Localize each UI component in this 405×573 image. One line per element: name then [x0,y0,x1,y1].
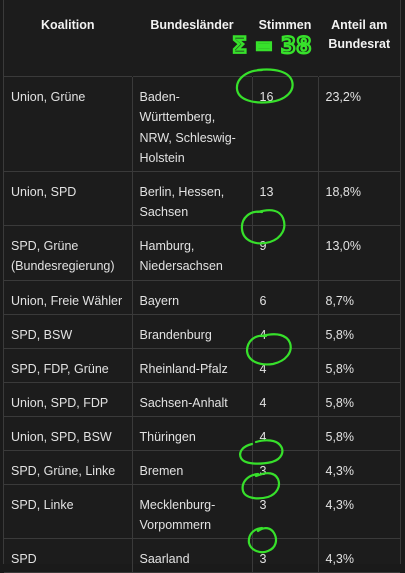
cell-bundeslaender: Berlin, Hessen, Sachsen [131,171,252,226]
cell-anteil: 5,8% [317,348,400,383]
cell-bundeslaender: Thüringen [131,416,252,451]
cell-stimmen: 9 [251,225,318,281]
header-bundeslaender[interactable]: Bundesländer [131,0,252,77]
cell-stimmen: 16 [251,76,318,172]
cell-koalition: Union, SPD, BSW [4,416,132,451]
cell-anteil: 5,8% [317,314,400,349]
cell-bundeslaender: Saarland [131,538,252,573]
cell-anteil: 23,2% [317,76,400,172]
cell-bundeslaender: Sachsen-Anhalt [131,382,252,417]
cell-anteil: 13,0% [317,225,400,281]
cell-stimmen: 4 [251,314,318,349]
header-anteil[interactable]: Anteil am Bundesrat [317,0,400,77]
bundesrat-table: Koalition Bundesländer Stimmen Anteil am… [4,0,400,573]
cell-koalition: SPD, Linke [4,484,132,539]
cell-stimmen: 4 [251,348,318,383]
cell-bundeslaender: Hamburg, Niedersachsen [131,225,252,281]
cell-anteil: 4,3% [317,484,400,539]
cell-koalition: Union, SPD, FDP [4,382,132,417]
table-row: SPD, Linke Mecklenburg-Vorpommern 3 4,3% [4,484,400,539]
cell-stimmen: 6 [251,280,318,315]
cell-koalition: SPD, BSW [4,314,132,349]
table-row: SPD, Grüne, Linke Bremen 3 4,3% [4,450,400,485]
cell-stimmen: 13 [251,171,318,226]
cell-anteil: 4,3% [317,450,400,485]
cell-koalition: SPD [4,538,132,573]
header-koalition[interactable]: Koalition [4,0,132,77]
table-row: Union, SPD, BSW Thüringen 4 5,8% [4,416,400,451]
cell-koalition: Union, Grüne [4,76,132,172]
cell-koalition: Union, Freie Wähler [4,280,132,315]
cell-stimmen: 3 [251,484,318,539]
table-row: SPD, FDP, Grüne Rheinland-Pfalz 4 5,8% [4,348,400,383]
cell-anteil: 5,8% [317,382,400,417]
cell-anteil: 18,8% [317,171,400,226]
table-row: Union, Freie Wähler Bayern 6 8,7% [4,280,400,315]
table-header: Koalition Bundesländer Stimmen Anteil am… [4,0,400,77]
table-row: Union, Grüne Baden-Württemberg, NRW, Sch… [4,76,400,172]
cell-bundeslaender: Baden-Württemberg, NRW, Schleswig-Holste… [131,76,252,172]
table-row: Union, SPD, FDP Sachsen-Anhalt 4 5,8% [4,382,400,417]
cell-anteil: 8,7% [317,280,400,315]
cell-koalition: Union, SPD [4,171,132,226]
cell-anteil: 4,3% [317,538,400,573]
cell-stimmen: 4 [251,416,318,451]
table-row: SPD, BSW Brandenburg 4 5,8% [4,314,400,349]
cell-bundeslaender: Bremen [131,450,252,485]
cell-stimmen: 3 [251,450,318,485]
cell-bundeslaender: Brandenburg [131,314,252,349]
table-frame: Koalition Bundesländer Stimmen Anteil am… [3,0,401,573]
cell-bundeslaender: Rheinland-Pfalz [131,348,252,383]
cell-bundeslaender: Mecklenburg-Vorpommern [131,484,252,539]
cell-koalition: SPD, Grüne (Bundesregierung) [4,225,132,281]
cell-stimmen: 4 [251,382,318,417]
cell-koalition: SPD, FDP, Grüne [4,348,132,383]
table-row: Union, SPD Berlin, Hessen, Sachsen 13 18… [4,171,400,226]
header-stimmen[interactable]: Stimmen [251,0,318,77]
table-row: SPD, Grüne (Bundesregierung) Hamburg, Ni… [4,225,400,281]
table-row: SPD Saarland 3 4,3% [4,538,400,573]
cell-bundeslaender: Bayern [131,280,252,315]
cell-koalition: SPD, Grüne, Linke [4,450,132,485]
cell-stimmen: 3 [251,538,318,573]
cell-anteil: 5,8% [317,416,400,451]
